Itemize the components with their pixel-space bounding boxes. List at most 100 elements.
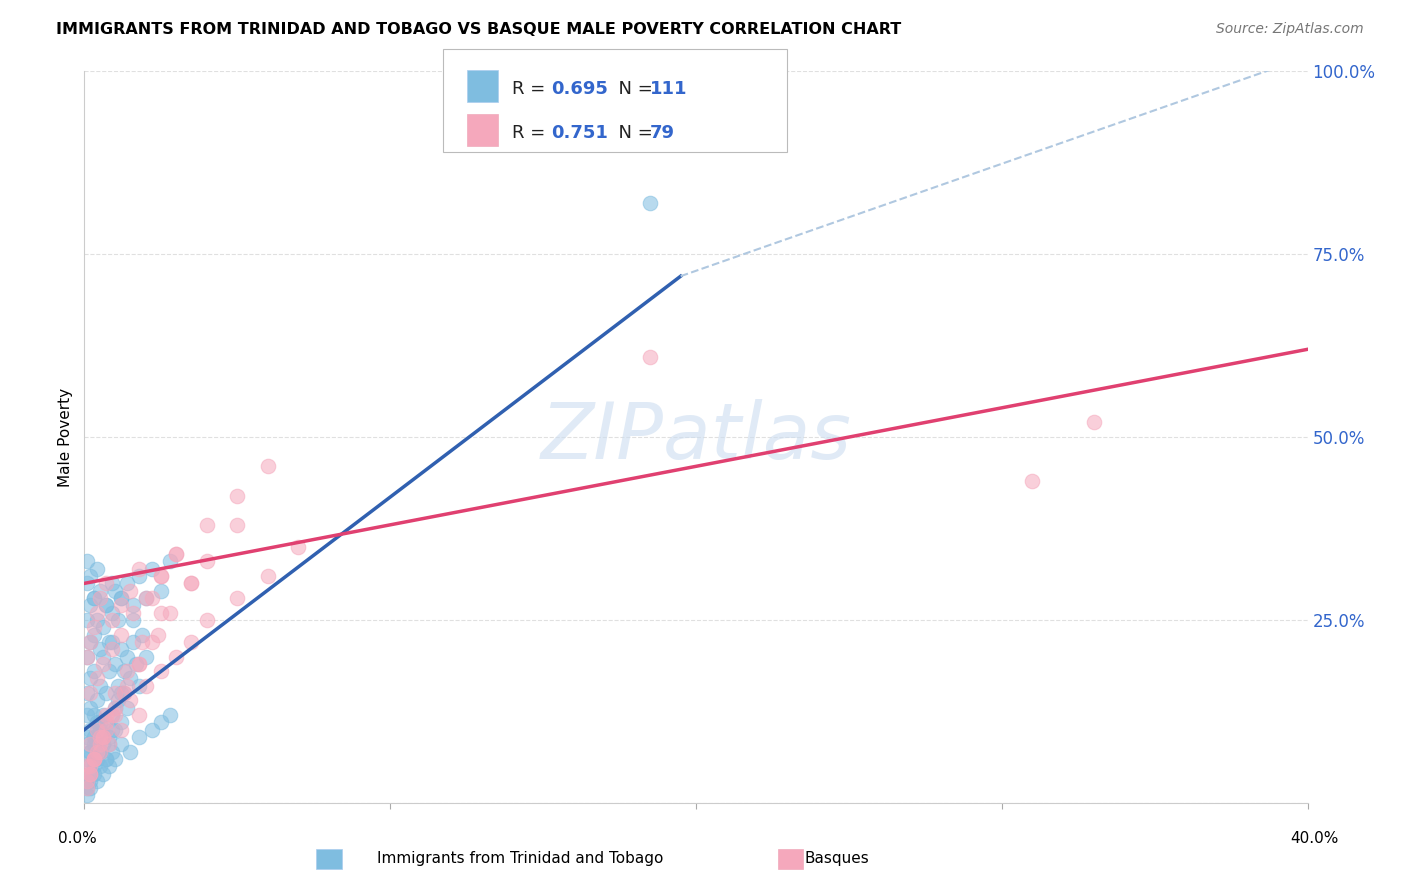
Text: Immigrants from Trinidad and Tobago: Immigrants from Trinidad and Tobago: [377, 851, 664, 865]
Point: [128, 730, 150, 744]
Point: [101, 708, 124, 723]
Point: [76, 759, 98, 773]
Point: [141, 591, 163, 605]
Text: ZIPatlas: ZIPatlas: [540, 399, 852, 475]
Point: [115, 679, 138, 693]
Point: [79, 672, 101, 686]
Point: [195, 554, 218, 568]
Point: [89, 759, 111, 773]
Point: [79, 635, 101, 649]
Point: [76, 576, 98, 591]
Point: [86, 773, 108, 788]
Point: [76, 613, 98, 627]
Point: [83, 752, 105, 766]
Point: [149, 715, 172, 730]
Point: [110, 686, 132, 700]
Point: [638, 350, 661, 364]
Point: [79, 773, 101, 788]
Point: [86, 752, 108, 766]
Text: Source: ZipAtlas.com: Source: ZipAtlas.com: [1216, 22, 1364, 37]
Point: [104, 583, 127, 598]
Point: [101, 635, 124, 649]
Point: [76, 752, 98, 766]
Point: [110, 591, 132, 605]
Point: [83, 591, 105, 605]
Point: [89, 745, 111, 759]
Point: [79, 635, 101, 649]
Point: [76, 759, 98, 773]
Point: [94, 715, 117, 730]
Text: IMMIGRANTS FROM TRINIDAD AND TOBAGO VS BASQUE MALE POVERTY CORRELATION CHART: IMMIGRANTS FROM TRINIDAD AND TOBAGO VS B…: [56, 22, 901, 37]
Point: [79, 766, 101, 780]
Text: 40.0%: 40.0%: [1291, 831, 1339, 846]
Point: [131, 627, 153, 641]
Point: [89, 745, 111, 759]
Point: [83, 752, 105, 766]
Point: [89, 583, 111, 598]
Point: [89, 715, 111, 730]
Point: [86, 737, 108, 751]
Point: [122, 635, 145, 649]
Point: [76, 730, 98, 744]
Point: [91, 737, 114, 751]
Point: [110, 599, 132, 613]
Point: [83, 737, 105, 751]
Point: [149, 569, 172, 583]
Point: [89, 730, 111, 744]
Point: [91, 730, 114, 744]
Point: [86, 613, 108, 627]
Point: [91, 730, 114, 744]
Point: [79, 766, 101, 780]
Text: N =: N =: [607, 80, 659, 98]
Point: [104, 708, 127, 723]
Point: [101, 745, 124, 759]
Point: [257, 459, 280, 474]
Point: [91, 657, 114, 671]
Point: [128, 562, 150, 576]
Point: [97, 635, 120, 649]
Point: [101, 642, 124, 657]
Point: [107, 679, 129, 693]
Point: [1083, 416, 1105, 430]
Point: [94, 752, 117, 766]
Point: [97, 737, 120, 751]
Point: [83, 708, 105, 723]
Point: [79, 781, 101, 796]
Point: [195, 613, 218, 627]
Point: [83, 730, 105, 744]
Point: [226, 489, 249, 503]
Point: [94, 686, 117, 700]
Point: [165, 547, 187, 561]
Point: [107, 613, 129, 627]
Point: [110, 737, 132, 751]
Point: [76, 554, 98, 568]
Point: [131, 635, 153, 649]
Text: 0.0%: 0.0%: [58, 831, 97, 846]
Point: [149, 583, 172, 598]
Point: [83, 752, 105, 766]
Point: [91, 766, 114, 780]
Point: [86, 723, 108, 737]
Point: [104, 700, 127, 714]
Point: [135, 591, 157, 605]
Point: [226, 517, 249, 532]
Point: [94, 752, 117, 766]
Point: [94, 723, 117, 737]
Point: [115, 649, 138, 664]
Point: [86, 745, 108, 759]
Point: [97, 737, 120, 751]
Text: 0.695: 0.695: [551, 80, 607, 98]
Point: [94, 708, 117, 723]
Point: [110, 627, 132, 641]
Text: N =: N =: [607, 124, 659, 142]
Point: [141, 723, 163, 737]
Point: [180, 576, 202, 591]
Point: [165, 547, 187, 561]
Point: [79, 745, 101, 759]
Point: [149, 606, 172, 620]
Text: 111: 111: [650, 80, 688, 98]
Point: [110, 715, 132, 730]
Point: [83, 627, 105, 641]
Point: [149, 569, 172, 583]
Point: [76, 649, 98, 664]
